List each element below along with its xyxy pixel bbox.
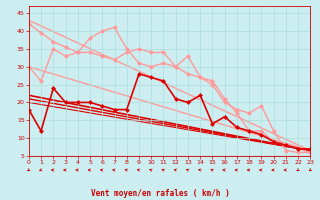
Text: Vent moyen/en rafales ( km/h ): Vent moyen/en rafales ( km/h ) <box>91 189 229 198</box>
